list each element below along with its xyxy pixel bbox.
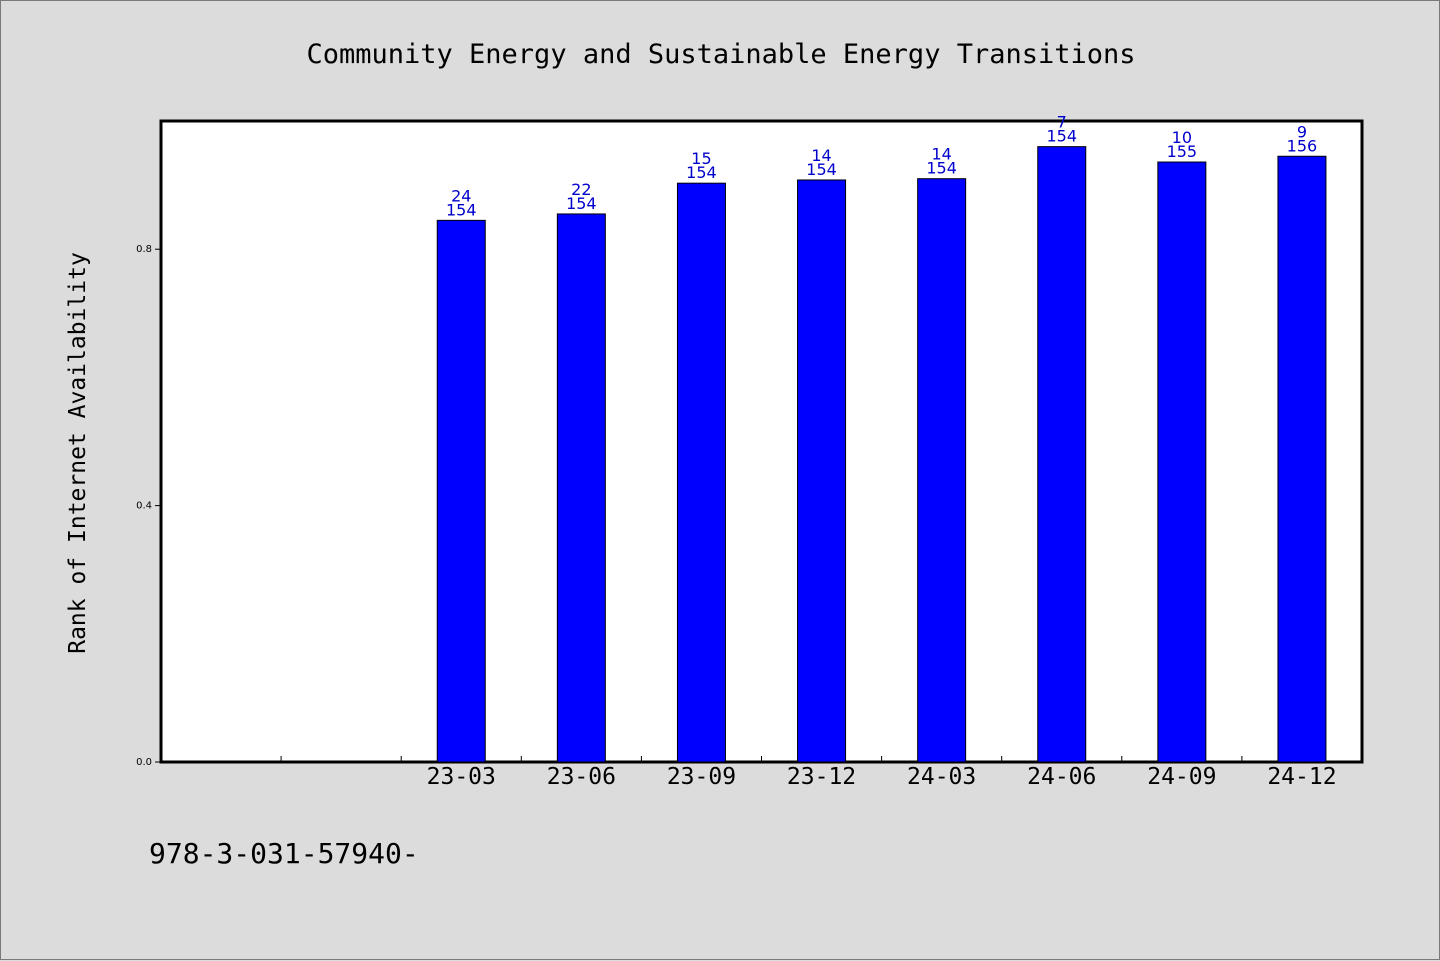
bar-total-label: 155 xyxy=(1167,142,1198,161)
y-ticks: 0.0 0.4 0.8 xyxy=(136,244,161,768)
bar xyxy=(797,179,847,763)
bar xyxy=(917,178,967,763)
chart-title: Community Energy and Sustainable Energy … xyxy=(306,39,1135,70)
y-axis-label: Rank of Internet Availability xyxy=(65,252,91,654)
bar-rank-label: 22 xyxy=(571,180,591,199)
bar-total-label: 154 xyxy=(806,160,837,179)
x-tick-label: 24-09 xyxy=(1147,764,1216,790)
x-tick-label: 24-12 xyxy=(1267,764,1336,790)
bar-total-label: 154 xyxy=(686,163,717,182)
bar-total-label: 154 xyxy=(1046,127,1077,146)
x-tick-labels: 23-03 23-06 23-09 23-12 24-03 24-06 24-09 24-12 xyxy=(427,764,1337,790)
footer-text: 978-3-031-57940- xyxy=(149,837,419,870)
x-tick-label: 23-12 xyxy=(787,764,856,790)
bar-total-label: 154 xyxy=(566,194,597,213)
y-tick-label: 0.8 xyxy=(136,244,152,255)
x-tick-label: 23-09 xyxy=(667,764,736,790)
bar xyxy=(1037,146,1087,763)
bar-rank-label: 10 xyxy=(1172,128,1192,147)
bar xyxy=(556,213,606,763)
bar-rank-label: 9 xyxy=(1297,122,1307,141)
x-tick-label: 24-03 xyxy=(907,764,976,790)
x-tick-label: 23-06 xyxy=(547,764,616,790)
bar xyxy=(676,182,726,763)
x-tick-label: 24-06 xyxy=(1027,764,1096,790)
y-tick-label: 0.4 xyxy=(136,501,152,512)
bar-rank-label: 14 xyxy=(931,145,951,164)
bar-total-label: 154 xyxy=(926,159,957,178)
bar xyxy=(436,219,486,763)
bars xyxy=(436,146,1327,763)
x-tick-label: 23-03 xyxy=(427,764,496,790)
bar-rank-label: 15 xyxy=(691,149,711,168)
bar xyxy=(1157,161,1207,763)
x-ticks xyxy=(280,756,1243,762)
bar-rank-label: 24 xyxy=(451,186,471,205)
bar-total-label: 154 xyxy=(446,200,477,219)
bar xyxy=(1277,155,1327,763)
bar-total-label: 156 xyxy=(1287,136,1318,155)
bar-rank-label: 7 xyxy=(1057,113,1067,132)
y-tick-label: 0.0 xyxy=(136,757,152,768)
bar-rank-label: 14 xyxy=(811,146,831,165)
